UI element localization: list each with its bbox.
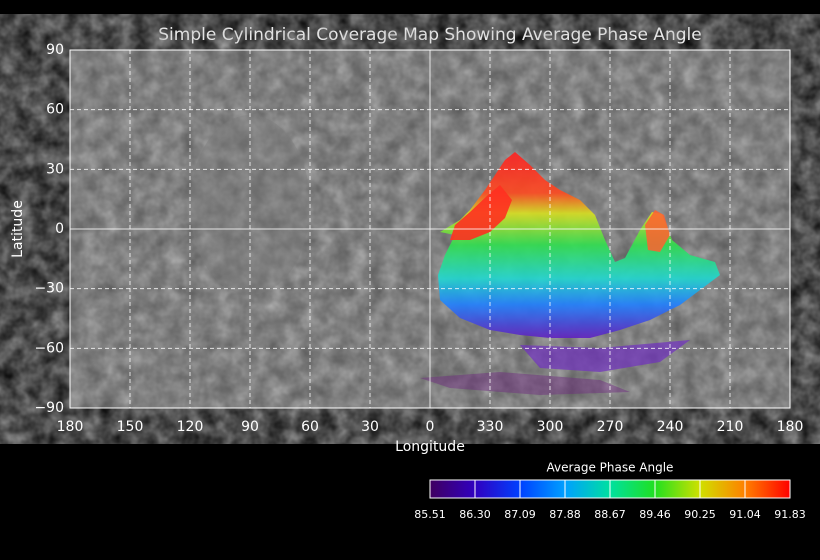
y-tick-label: 90 <box>46 42 64 58</box>
x-tick-label: 60 <box>301 419 319 435</box>
x-tick-label: 240 <box>657 419 684 435</box>
x-tick-label: 120 <box>177 419 204 435</box>
colorbar-tick-label: 91.83 <box>774 508 806 521</box>
colorbar-tick-label: 86.30 <box>459 508 491 521</box>
coverage-area <box>645 210 670 252</box>
y-axis-label: Latitude <box>10 200 26 258</box>
x-tick-label: 90 <box>241 419 259 435</box>
coverage-area <box>450 185 512 240</box>
colorbar-tick-label: 89.46 <box>639 508 671 521</box>
x-tick-label: 210 <box>717 419 744 435</box>
x-tick-label: 180 <box>777 419 804 435</box>
colorbar-tick-label: 88.67 <box>594 508 626 521</box>
map-title: Simple Cylindrical Coverage Map Showing … <box>158 25 701 45</box>
x-tick-label: 30 <box>361 419 379 435</box>
colorbar-tick-label: 85.51 <box>414 508 446 521</box>
y-tick-label: 60 <box>46 102 64 118</box>
y-tick-label: −30 <box>34 281 64 297</box>
x-tick-label: 300 <box>537 419 564 435</box>
coverage-area <box>420 372 630 395</box>
x-tick-label: 150 <box>117 419 144 435</box>
x-tick-label: 180 <box>57 419 84 435</box>
map-frame <box>69 49 791 409</box>
colorbar-tick-label: 87.88 <box>549 508 581 521</box>
colorbar-tick-label: 87.09 <box>504 508 536 521</box>
x-axis-label: Longitude <box>395 439 465 455</box>
y-tick-label: 0 <box>55 221 64 237</box>
y-tick-label: −90 <box>34 400 64 416</box>
y-tick-label: −60 <box>34 340 64 356</box>
colorbar-title: Average Phase Angle <box>547 461 674 475</box>
x-tick-label: 0 <box>426 419 435 435</box>
x-tick-label: 270 <box>597 419 624 435</box>
colorbar-tick-label: 91.04 <box>729 508 761 521</box>
y-tick-label: 30 <box>46 161 64 177</box>
colorbar-tick-label: 90.25 <box>684 508 716 521</box>
grid <box>70 50 790 408</box>
x-tick-label: 330 <box>477 419 504 435</box>
